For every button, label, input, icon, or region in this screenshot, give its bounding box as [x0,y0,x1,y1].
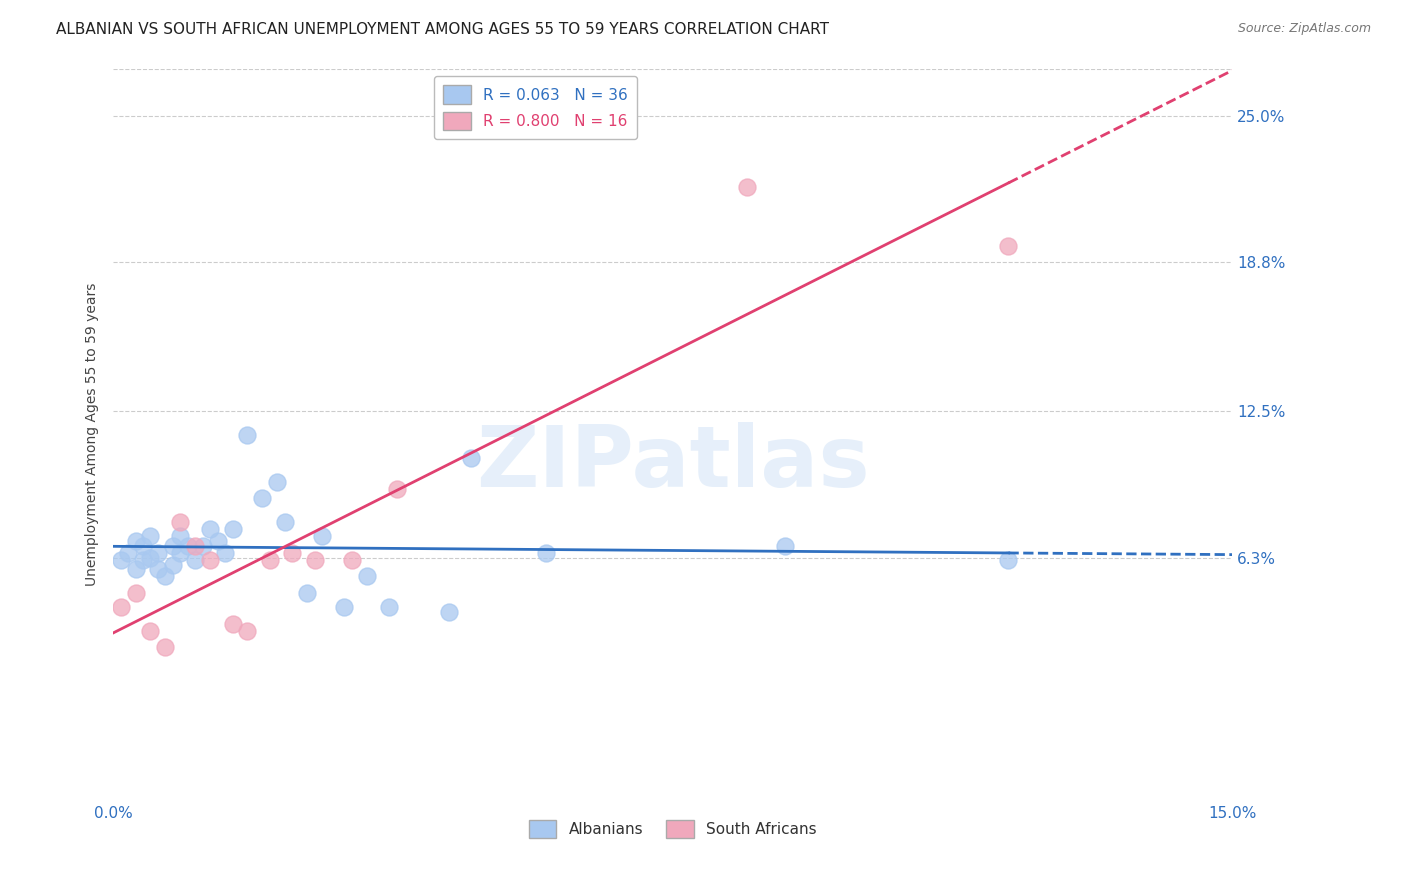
Text: Source: ZipAtlas.com: Source: ZipAtlas.com [1237,22,1371,36]
Point [146,546,169,560]
Point [124,562,146,576]
Point [132,553,155,567]
Point [110,600,132,615]
Point [997,238,1019,252]
Point [534,546,557,560]
Point [259,553,281,567]
Point [169,546,191,560]
Point [281,546,304,560]
Point [117,546,139,560]
Point [155,640,177,655]
Point [110,553,132,567]
Y-axis label: Unemployment Among Ages 55 to 59 years: Unemployment Among Ages 55 to 59 years [86,283,100,586]
Point [124,586,146,600]
Point [378,600,401,615]
Text: ALBANIAN VS SOUTH AFRICAN UNEMPLOYMENT AMONG AGES 55 TO 59 YEARS CORRELATION CHA: ALBANIAN VS SOUTH AFRICAN UNEMPLOYMENT A… [56,22,830,37]
Point [252,491,274,506]
Point [184,539,207,553]
Point [274,515,297,529]
Point [311,529,333,543]
Point [184,553,207,567]
Point [162,558,184,572]
Point [139,529,162,543]
Point [997,553,1019,567]
Point [132,539,155,553]
Point [221,616,243,631]
Point [773,539,796,553]
Point [169,515,191,529]
Point [356,569,378,583]
Point [139,624,162,638]
Point [214,546,236,560]
Text: ZIPatlas: ZIPatlas [475,423,870,506]
Point [737,179,759,194]
Point [146,562,169,576]
Point [155,569,177,583]
Legend: Albanians, South Africans: Albanians, South Africans [523,814,823,845]
Point [169,529,191,543]
Point [198,553,221,567]
Point [162,539,184,553]
Point [236,427,259,442]
Point [437,605,460,619]
Point [460,451,482,466]
Point [177,539,200,553]
Point [236,624,259,638]
Point [191,539,214,553]
Point [295,586,318,600]
Point [221,522,243,536]
Point [385,482,408,496]
Point [198,522,221,536]
Point [266,475,288,489]
Point [333,600,356,615]
Point [340,553,363,567]
Point [124,534,146,549]
Point [304,553,326,567]
Point [207,534,229,549]
Point [139,550,162,565]
